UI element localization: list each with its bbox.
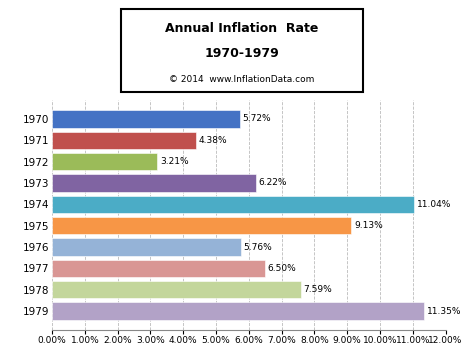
Bar — [52, 174, 256, 192]
Bar — [52, 260, 265, 277]
Text: 5.72%: 5.72% — [242, 115, 271, 123]
Text: 3.21%: 3.21% — [160, 157, 189, 166]
Bar — [52, 302, 424, 320]
Text: 9.13%: 9.13% — [354, 221, 383, 230]
Bar — [52, 217, 351, 234]
Text: 7.59%: 7.59% — [304, 285, 332, 294]
Text: 11.04%: 11.04% — [417, 200, 451, 209]
Text: 4.38%: 4.38% — [198, 136, 227, 145]
Text: 5.76%: 5.76% — [244, 243, 273, 251]
Bar — [52, 196, 414, 213]
Bar — [52, 281, 301, 299]
Text: © 2014  www.InflationData.com: © 2014 www.InflationData.com — [169, 75, 314, 85]
Bar — [52, 238, 241, 256]
FancyBboxPatch shape — [121, 9, 363, 92]
Text: Annual Inflation  Rate: Annual Inflation Rate — [165, 22, 319, 35]
Text: 11.35%: 11.35% — [427, 307, 461, 315]
Bar — [52, 153, 157, 170]
Text: 1970-1979: 1970-1979 — [204, 47, 279, 60]
Text: 6.50%: 6.50% — [268, 264, 297, 273]
Text: 6.22%: 6.22% — [259, 179, 287, 187]
Bar — [52, 110, 240, 128]
Bar — [52, 131, 196, 149]
